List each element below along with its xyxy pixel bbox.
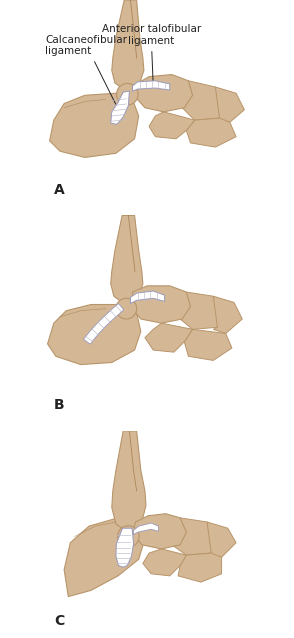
Text: B: B xyxy=(54,398,64,412)
Polygon shape xyxy=(178,553,222,582)
Polygon shape xyxy=(180,292,226,329)
Polygon shape xyxy=(111,91,129,124)
Text: A: A xyxy=(54,182,65,197)
Polygon shape xyxy=(182,81,228,120)
Polygon shape xyxy=(48,304,141,364)
Polygon shape xyxy=(83,304,124,345)
Text: C: C xyxy=(54,614,64,628)
Text: Calcaneofibular
ligament: Calcaneofibular ligament xyxy=(46,35,128,104)
Polygon shape xyxy=(112,0,144,89)
Polygon shape xyxy=(135,75,193,112)
Polygon shape xyxy=(213,296,242,334)
Polygon shape xyxy=(149,112,195,139)
Polygon shape xyxy=(186,118,236,147)
Polygon shape xyxy=(50,93,139,158)
Circle shape xyxy=(118,526,139,547)
Polygon shape xyxy=(133,514,186,549)
Circle shape xyxy=(116,84,138,105)
Polygon shape xyxy=(131,291,165,304)
Polygon shape xyxy=(111,216,143,302)
Polygon shape xyxy=(116,528,133,567)
Polygon shape xyxy=(172,518,220,555)
Polygon shape xyxy=(133,81,170,91)
Polygon shape xyxy=(143,549,186,576)
Polygon shape xyxy=(184,329,232,360)
Polygon shape xyxy=(216,87,244,122)
Polygon shape xyxy=(133,523,158,535)
Polygon shape xyxy=(133,286,191,323)
Polygon shape xyxy=(112,431,146,530)
Polygon shape xyxy=(145,323,193,352)
Text: Anterior talofibular
ligament: Anterior talofibular ligament xyxy=(101,24,201,82)
Polygon shape xyxy=(64,518,145,597)
Polygon shape xyxy=(207,522,236,557)
Circle shape xyxy=(116,299,137,319)
